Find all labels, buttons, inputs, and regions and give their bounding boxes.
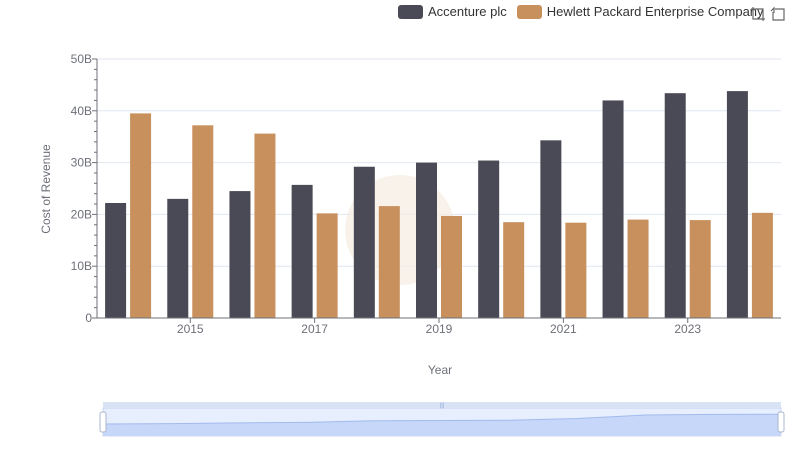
bar-accenture-2015[interactable] — [167, 198, 189, 318]
x-axis: 2015 2017 2019 2021 2023 — [97, 317, 781, 336]
zoom-selection[interactable] — [103, 408, 781, 436]
bar-accenture-2023[interactable] — [664, 93, 686, 318]
zoom-grip-icon: ||| — [440, 403, 445, 409]
bar-accenture-2017[interactable] — [291, 184, 313, 318]
y-tick-label: 20B — [71, 207, 92, 221]
bar-accenture-2014[interactable] — [105, 203, 127, 318]
bar-accenture-2016[interactable] — [229, 191, 251, 318]
x-axis-title: Year — [428, 363, 452, 377]
zoom-icon[interactable] — [750, 6, 766, 22]
bar-accenture-2020[interactable] — [478, 160, 500, 318]
legend-swatch-accenture — [398, 4, 423, 19]
bars — [105, 91, 773, 318]
bar-hpe-2016[interactable] — [254, 133, 276, 318]
restore-icon[interactable] — [770, 6, 786, 22]
y-tick-label: 50B — [71, 52, 92, 66]
legend: Accenture plc Hewlett Packard Enterprise… — [398, 4, 774, 19]
y-tick-label: 40B — [71, 104, 92, 118]
y-axis-title: Cost of Revenue — [39, 144, 53, 234]
zoom-handle-right[interactable] — [777, 411, 785, 433]
zoom-preview-area — [103, 414, 781, 436]
zoom-move-handle[interactable] — [103, 402, 781, 408]
legend-label-accenture: Accenture plc — [428, 4, 507, 19]
legend-item-hpe[interactable]: Hewlett Packard Enterprise Company — [516, 4, 764, 19]
bar-hpe-2023[interactable] — [689, 220, 711, 318]
bar-hpe-2014[interactable] — [130, 113, 152, 318]
bar-hpe-2024[interactable] — [751, 212, 773, 318]
bar-hpe-2017[interactable] — [316, 213, 338, 318]
x-tick-label: 2023 — [674, 322, 701, 336]
data-zoom-slider[interactable]: ||| — [99, 402, 785, 437]
bar-hpe-2019[interactable] — [441, 215, 462, 318]
bar-hpe-2021[interactable] — [565, 222, 587, 318]
x-tick-label: 2019 — [426, 322, 453, 336]
y-tick-label: 10B — [71, 259, 92, 273]
bar-accenture-2018[interactable] — [353, 166, 375, 318]
y-tick-label: 0 — [85, 311, 92, 325]
bar-hpe-2020[interactable] — [503, 222, 525, 318]
x-tick-label: 2015 — [177, 322, 204, 336]
x-tick-label: 2017 — [301, 322, 328, 336]
x-tick-label: 2021 — [550, 322, 577, 336]
legend-item-accenture[interactable]: Accenture plc — [398, 4, 507, 19]
legend-label-hpe: Hewlett Packard Enterprise Company — [546, 4, 764, 19]
bar-accenture-2019[interactable] — [416, 162, 437, 318]
toolbox — [746, 6, 786, 22]
bar-accenture-2022[interactable] — [602, 100, 624, 318]
bar-hpe-2018[interactable] — [378, 206, 400, 318]
y-tick-label: 30B — [71, 156, 92, 170]
zoom-preview-line — [102, 413, 782, 425]
legend-swatch-hpe — [516, 4, 542, 19]
bar-hpe-2022[interactable] — [627, 219, 649, 318]
y-axis: 0 10B 20B 30B 40B 50B — [71, 52, 98, 325]
bar-accenture-2021[interactable] — [540, 140, 562, 318]
bar-hpe-2015[interactable] — [192, 125, 214, 318]
zoom-handle-left[interactable] — [99, 411, 107, 433]
bar-accenture-2024[interactable] — [726, 91, 748, 318]
